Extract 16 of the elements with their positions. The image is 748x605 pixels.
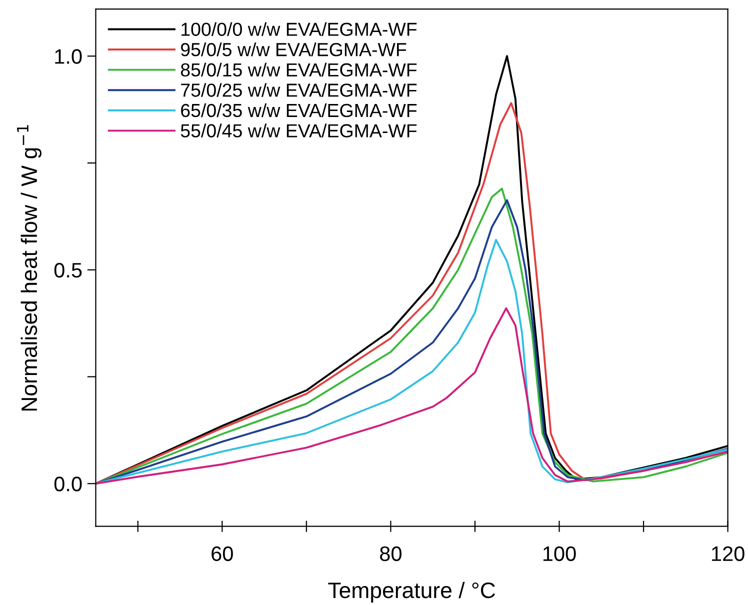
x-tick-label: 100 [543,546,576,562]
legend-label: 55/0/45 w/w EVA/EGMA-WF [180,124,417,138]
legend-label: 100/0/0 w/w EVA/EGMA-WF [182,22,417,36]
y-tick-label: 1.0 [55,49,82,64]
legend-label: 85/0/15 w/w EVA/EGMA-WF [180,62,417,77]
line-series [96,307,728,485]
x-tick-label: 120 [712,546,744,562]
y-tick-label: 0.5 [54,262,82,278]
y-axis-title: Normalised heat flow / W g$^{−1}$ [17,125,42,411]
legend-label: 65/0/35 w/w EVA/EGMA-WF [181,103,417,118]
x-tick-label: 60 [212,546,233,562]
legend-label: 95/0/5 w/w EVA/EGMA-WF [181,42,406,56]
y-tick-label: 0.0 [54,476,82,492]
x-tick-label: 80 [380,546,402,562]
x-axis-title: Temperature / °C [328,582,496,603]
legend-label: 75/0/25 w/w EVA/EGMA-WF [181,83,417,97]
